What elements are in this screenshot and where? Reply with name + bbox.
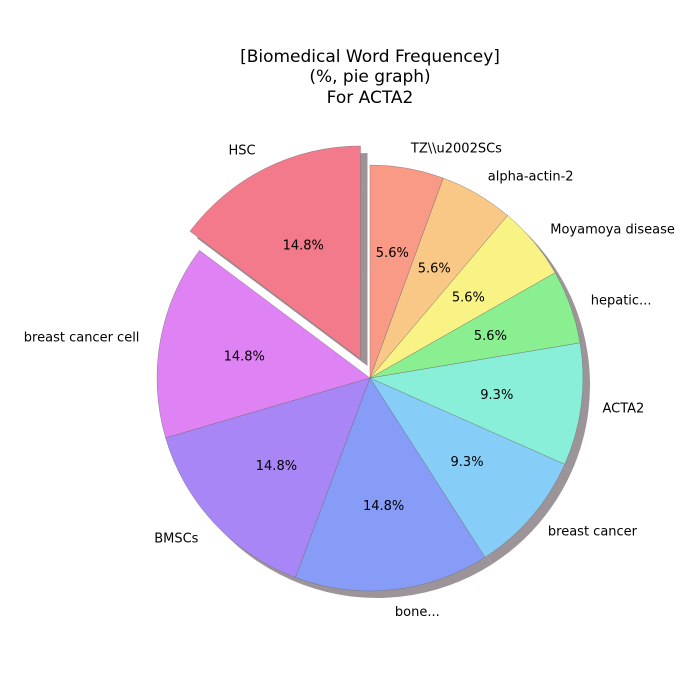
slice-7-percent-label: 5.6% bbox=[452, 290, 485, 305]
chart-title-line-1: [Biomedical Word Frequencey] bbox=[240, 47, 500, 67]
slice-1-wedge bbox=[156, 250, 371, 439]
slice-9-wedge bbox=[369, 164, 444, 379]
slice-1-category-label: breast cancer cell bbox=[24, 330, 140, 345]
slice-0-category-label: HSC bbox=[228, 143, 255, 158]
slice-3-wedge bbox=[295, 377, 486, 592]
slice-5-percent-label: 9.3% bbox=[480, 388, 513, 403]
chart-title-line-3: For ACTA2 bbox=[327, 88, 414, 108]
slice-7-category-label: Moyamoya disease bbox=[550, 222, 675, 237]
slice-8-percent-label: 5.6% bbox=[418, 262, 451, 277]
slice-6-percent-label: 5.6% bbox=[474, 329, 507, 344]
slice-9-percent-label: 5.6% bbox=[376, 246, 409, 261]
slice-9-category-label: TZ\\u2002SCs bbox=[410, 141, 502, 156]
pie-slices bbox=[156, 145, 584, 592]
slice-2-category-label: BMSCs bbox=[154, 532, 198, 547]
slice-6-category-label: hepatic... bbox=[591, 293, 652, 308]
slice-5-wedge bbox=[369, 342, 584, 465]
slice-8-category-label: alpha-actin-2 bbox=[488, 169, 574, 184]
slice-0-wedge bbox=[189, 145, 361, 360]
slice-3-percent-label: 14.8% bbox=[363, 499, 404, 514]
slice-2-percent-label: 14.8% bbox=[256, 459, 297, 474]
slice-4-percent-label: 9.3% bbox=[451, 455, 484, 470]
slice-1-percent-label: 14.8% bbox=[224, 349, 265, 364]
slice-3-category-label: bone... bbox=[395, 605, 440, 620]
chart-title: [Biomedical Word Frequencey] (%, pie gra… bbox=[240, 47, 500, 108]
slice-5-category-label: ACTA2 bbox=[602, 401, 644, 416]
slice-0-percent-label: 14.8% bbox=[283, 239, 324, 254]
slice-2-wedge bbox=[165, 377, 371, 578]
slice-4-wedge bbox=[369, 377, 566, 558]
slice-4-category-label: breast cancer bbox=[548, 524, 638, 539]
chart-title-line-2: (%, pie graph) bbox=[309, 67, 430, 87]
pie-labels: 14.8% HSC 14.8% breast cancer cell 14.8% BMSC… bbox=[24, 141, 675, 620]
